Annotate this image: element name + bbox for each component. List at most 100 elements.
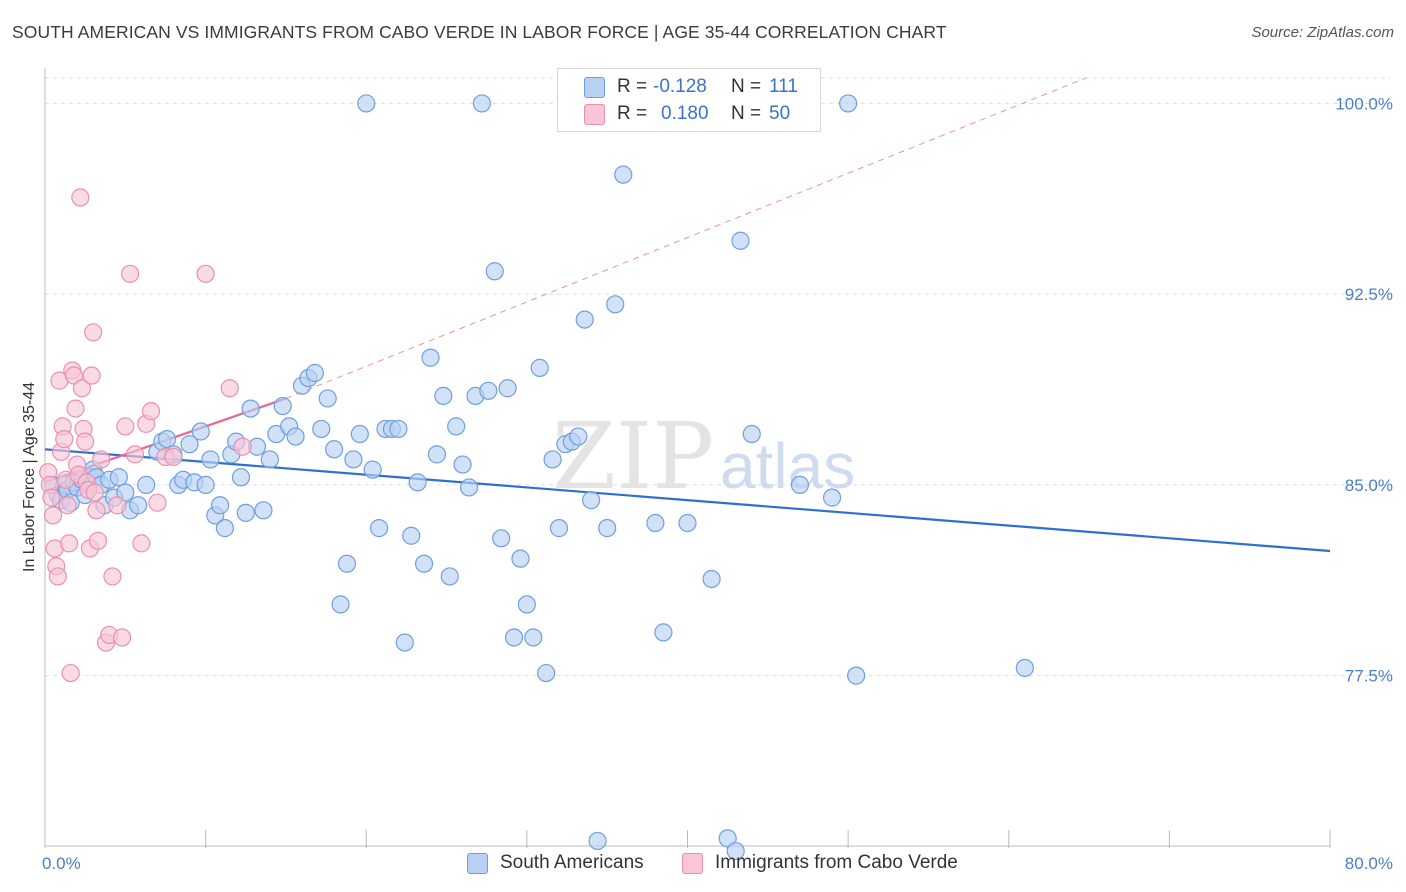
cabo-verde-point — [66, 399, 85, 418]
south-americans-point — [273, 396, 292, 416]
south-americans-point — [598, 519, 617, 538]
legend-label-south-americans: South Americans — [500, 852, 644, 873]
cabo-verde-point — [87, 501, 106, 520]
south-americans-point — [822, 488, 842, 507]
legend-n-value: 111 — [769, 76, 798, 97]
south-americans-point — [357, 94, 376, 113]
south-americans-point — [157, 430, 177, 449]
south-americans-point — [325, 440, 344, 459]
cabo-verde-point — [85, 483, 104, 502]
south-americans-point — [537, 663, 556, 683]
legend-item-cabo-verde[interactable]: Immigrants from Cabo Verde — [682, 852, 958, 874]
south-americans-point — [517, 595, 536, 614]
south-americans-point — [370, 519, 389, 538]
south-americans-trendline — [44, 448, 1331, 553]
tick-labels: 77.5% 85.0% 92.5% 100.0% 0.0% 80.0% — [42, 94, 1393, 873]
south-americans-point — [654, 623, 673, 642]
series-legend: South Americans Immigrants from Cabo Ver… — [0, 852, 1406, 876]
south-americans-point — [434, 386, 453, 405]
x-tick-label: 80.0% — [1345, 854, 1393, 873]
south-americans-point — [790, 475, 810, 494]
south-americans-point — [479, 381, 498, 400]
south-americans-point — [363, 460, 382, 479]
south-americans-point — [569, 427, 588, 446]
cabo-verde-point — [82, 366, 101, 385]
axes — [44, 68, 1331, 848]
cabo-verde-point — [220, 379, 239, 398]
cabo-verde-point — [132, 534, 151, 553]
cabo-verde-point — [121, 264, 140, 283]
cabo-verde-point — [71, 188, 90, 207]
south-americans-point — [511, 549, 530, 568]
south-americans-point — [331, 595, 350, 614]
cabo-verde-point — [125, 445, 145, 464]
south-americans-point — [215, 519, 234, 538]
legend-item-south-americans[interactable]: South Americans — [467, 852, 644, 874]
south-americans-point — [337, 554, 357, 573]
south-americans-point — [504, 628, 524, 647]
south-americans-point — [286, 427, 305, 446]
south-americans-point — [421, 348, 440, 367]
south-americans-point — [582, 491, 601, 510]
cabo-verde-point — [116, 417, 135, 436]
south-americans-point — [453, 455, 472, 474]
south-americans-point — [498, 379, 517, 398]
south-americans-point — [402, 526, 421, 545]
cabo-verde-point — [103, 567, 122, 586]
watermark-zip: ZIP — [552, 403, 714, 510]
cabo-verde-point — [108, 496, 127, 515]
south-americans-point — [395, 633, 414, 652]
y-tick-label: 85.0% — [1345, 476, 1393, 495]
cabo-verde-point — [233, 437, 252, 456]
chart-title: SOUTH AMERICAN VS IMMIGRANTS FROM CABO V… — [12, 22, 947, 42]
legend-row-south-americans: R = -0.128 N = 111 — [558, 73, 798, 101]
south-americans-point — [731, 231, 750, 250]
y-tick-label: 100.0% — [1335, 94, 1393, 113]
south-americans-point — [427, 445, 447, 464]
south-americans-point — [241, 399, 260, 418]
cabo-verde-point — [58, 496, 77, 515]
legend-r-value: -0.128 — [653, 76, 707, 97]
cabo-verde-point — [148, 493, 167, 512]
south-americans-point — [492, 529, 511, 548]
cabo-verde-point — [112, 628, 132, 647]
south-americans-point — [109, 468, 128, 487]
cabo-verde-point — [42, 488, 61, 507]
legend-label-cabo-verde: Immigrants from Cabo Verde — [715, 852, 958, 873]
cabo-verde-point — [72, 379, 92, 398]
south-americans-point — [606, 295, 625, 314]
south-americans-point — [210, 496, 230, 515]
cabo-verde-point — [92, 450, 111, 469]
cabo-verde-point — [76, 432, 95, 451]
south-americans-point — [742, 424, 761, 444]
cabo-verde-point — [55, 430, 74, 449]
cabo-verde-point — [141, 402, 161, 421]
south-americans-point — [1015, 658, 1034, 678]
legend-n-label: N = — [731, 76, 762, 97]
south-americans-point — [839, 94, 858, 113]
south-americans-point — [305, 363, 324, 383]
legend-swatch-blue — [584, 76, 605, 98]
cabo-verde-point — [84, 323, 103, 342]
cabo-verde-trendline-extension — [285, 77, 1087, 399]
legend-n-label: N = — [731, 103, 762, 124]
south-americans-point — [440, 567, 459, 586]
south-americans-point — [201, 450, 220, 469]
south-americans-point — [312, 419, 331, 439]
south-americans-point — [350, 424, 369, 444]
south-americans-point — [678, 513, 697, 533]
south-americans-point — [254, 501, 273, 520]
legend-r-label: R = — [617, 103, 648, 124]
grid-lines — [45, 77, 1390, 677]
south-americans-point — [389, 419, 408, 439]
south-americans-point — [196, 475, 215, 494]
legend-r-value: 0.180 — [661, 103, 709, 124]
cabo-verde-point — [48, 567, 67, 586]
cabo-verde-point — [43, 506, 63, 525]
south-americans-point — [614, 165, 633, 184]
cabo-verde-point — [61, 663, 80, 683]
south-americans-point — [447, 417, 466, 436]
south-americans-point — [260, 450, 279, 469]
south-americans-point — [543, 450, 562, 469]
legend-swatch-pink — [584, 103, 605, 125]
